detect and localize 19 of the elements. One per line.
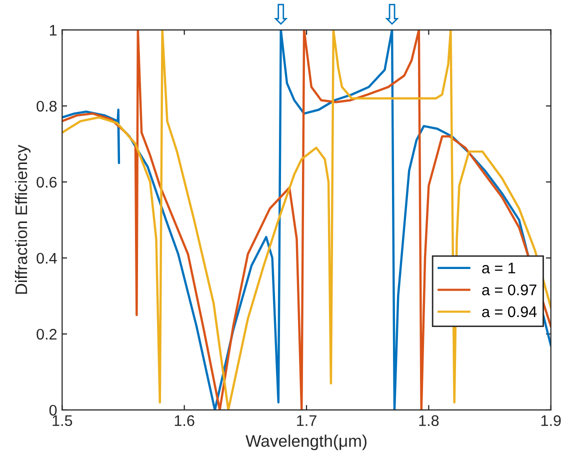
y-tick-label: 0.8	[36, 100, 57, 112]
x-tick-label: 1.9	[541, 415, 561, 426]
x-axis-title: Wavelength(μm)	[246, 434, 366, 450]
y-tick-label: 0	[49, 404, 57, 416]
y-tick-label: 0.6	[36, 176, 57, 188]
x-tick-label: 1.8	[419, 415, 439, 426]
y-tick-label: 1	[50, 24, 57, 36]
x-tick-label: 1.5	[52, 415, 72, 426]
legend-label: a = 0.97	[482, 284, 536, 296]
line-series	[62, 30, 551, 410]
y-tick-label: 0.2	[36, 328, 57, 340]
annotation: ⇩	[385, 4, 399, 25]
y-tick-label: 0.4	[36, 252, 57, 264]
x-tick-label: 1.7	[297, 415, 316, 426]
x-tick-label: 1.6	[174, 415, 194, 426]
annotation: ⇩	[274, 4, 288, 25]
legend-label: a = 1	[482, 262, 516, 274]
legend-label: a = 0.94	[482, 306, 537, 318]
y-axis-title: Diffraction Efficiency	[14, 144, 30, 294]
